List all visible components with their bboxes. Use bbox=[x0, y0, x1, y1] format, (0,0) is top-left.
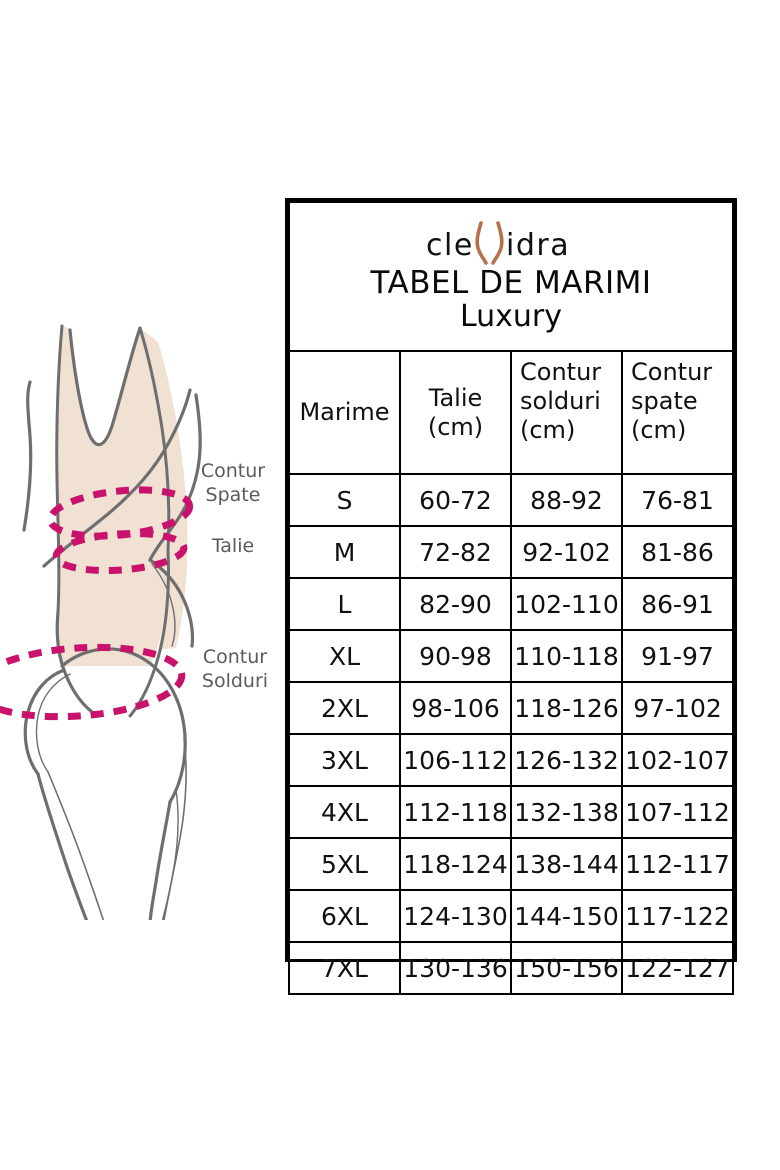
measurement-cell: 97-102 bbox=[621, 681, 734, 735]
size-label-cell: XL bbox=[288, 629, 401, 683]
body-measurement-illustration bbox=[0, 230, 280, 920]
size-label-cell: 2XL bbox=[288, 681, 401, 735]
page-title: TABEL DE MARIMI bbox=[370, 265, 652, 301]
measurement-cell: 88-92 bbox=[510, 473, 623, 527]
table-title-row: cle idra TABEL DE MARIMI Luxury bbox=[288, 201, 734, 352]
measurement-cell: 110-118 bbox=[510, 629, 623, 683]
measurement-cell: 81-86 bbox=[621, 525, 734, 579]
table-row: 2XL 98-106 118-126 97-102 bbox=[288, 681, 734, 735]
page-subtitle: Luxury bbox=[459, 299, 563, 334]
size-label-cell: 6XL bbox=[288, 889, 401, 943]
measurement-cell: 126-132 bbox=[510, 733, 623, 787]
label-contur-spate: Contur Spate bbox=[200, 460, 266, 506]
measurement-cell: 91-97 bbox=[621, 629, 734, 683]
column-header-1: Talie (cm) bbox=[399, 350, 512, 475]
table-row: 4XL 112-118 132-138 107-112 bbox=[288, 785, 734, 839]
table-title-cell: cle idra TABEL DE MARIMI Luxury bbox=[288, 201, 734, 352]
measurement-cell: 117-122 bbox=[621, 889, 734, 943]
measurement-cell: 86-91 bbox=[621, 577, 734, 631]
table-row: 6XL 124-130 144-150 117-122 bbox=[288, 889, 734, 943]
size-chart-table: cle idra TABEL DE MARIMI Luxury Marime Ta… bbox=[288, 201, 734, 995]
size-label-cell: S bbox=[288, 473, 401, 527]
measurement-cell: 98-106 bbox=[399, 681, 512, 735]
measurement-cell: 107-112 bbox=[621, 785, 734, 839]
table-header-row: Marime Talie (cm) Contur solduri (cm) Contu… bbox=[288, 350, 734, 475]
svg-text:cle: cle bbox=[426, 228, 474, 263]
measurement-cell: 60-72 bbox=[399, 473, 512, 527]
contur-solduri-measure-line bbox=[0, 643, 186, 721]
measurement-cell: 150-156 bbox=[510, 941, 623, 995]
table-row: S 60-72 88-92 76-81 bbox=[288, 473, 734, 527]
measurement-cell: 144-150 bbox=[510, 889, 623, 943]
measurement-cell: 92-102 bbox=[510, 525, 623, 579]
column-header-0: Marime bbox=[288, 350, 401, 475]
measurement-cell: 118-126 bbox=[510, 681, 623, 735]
measurement-cell: 72-82 bbox=[399, 525, 512, 579]
measurement-cell: 132-138 bbox=[510, 785, 623, 839]
column-header-3: Contur spate (cm) bbox=[621, 350, 734, 475]
measurement-cell: 138-144 bbox=[510, 837, 623, 891]
size-label-cell: 7XL bbox=[288, 941, 401, 995]
size-label-cell: M bbox=[288, 525, 401, 579]
measurement-cell: 76-81 bbox=[621, 473, 734, 527]
label-talie: Talie bbox=[211, 535, 255, 557]
size-chart-table-container: cle idra TABEL DE MARIMI Luxury Marime Ta… bbox=[285, 198, 737, 995]
measurement-cell: 102-107 bbox=[621, 733, 734, 787]
talie-measure-line bbox=[52, 529, 188, 575]
column-header-2: Contur solduri (cm) bbox=[510, 350, 623, 475]
table-row: M 72-82 92-102 81-86 bbox=[288, 525, 734, 579]
size-label-cell: L bbox=[288, 577, 401, 631]
size-label-cell: 4XL bbox=[288, 785, 401, 839]
measurement-cell: 112-118 bbox=[399, 785, 512, 839]
size-label-cell: 5XL bbox=[288, 837, 401, 891]
measurement-cell: 112-117 bbox=[621, 837, 734, 891]
table-row: 7XL 130-136 150-156 122-127 bbox=[288, 941, 734, 995]
measurement-cell: 82-90 bbox=[399, 577, 512, 631]
table-row: XL 90-98 110-118 91-97 bbox=[288, 629, 734, 683]
table-row: L 82-90 102-110 86-91 bbox=[288, 577, 734, 631]
garment-shape bbox=[56, 325, 188, 666]
clepsidra-hourglass-logo: cle idra bbox=[426, 221, 596, 265]
female-torso-shapewear-figure bbox=[0, 324, 202, 920]
measurement-cell: 130-136 bbox=[399, 941, 512, 995]
measurement-cell: 106-112 bbox=[399, 733, 512, 787]
measurement-cell: 90-98 bbox=[399, 629, 512, 683]
measurement-cell: 102-110 bbox=[510, 577, 623, 631]
label-contur-solduri: Contur Solduri bbox=[201, 646, 269, 692]
table-row: 3XL 106-112 126-132 102-107 bbox=[288, 733, 734, 787]
measurement-cell: 124-130 bbox=[399, 889, 512, 943]
svg-text:idra: idra bbox=[506, 228, 570, 263]
measurement-cell: 118-124 bbox=[399, 837, 512, 891]
size-label-cell: 3XL bbox=[288, 733, 401, 787]
measurement-cell: 122-127 bbox=[621, 941, 734, 995]
table-row: 5XL 118-124 138-144 112-117 bbox=[288, 837, 734, 891]
